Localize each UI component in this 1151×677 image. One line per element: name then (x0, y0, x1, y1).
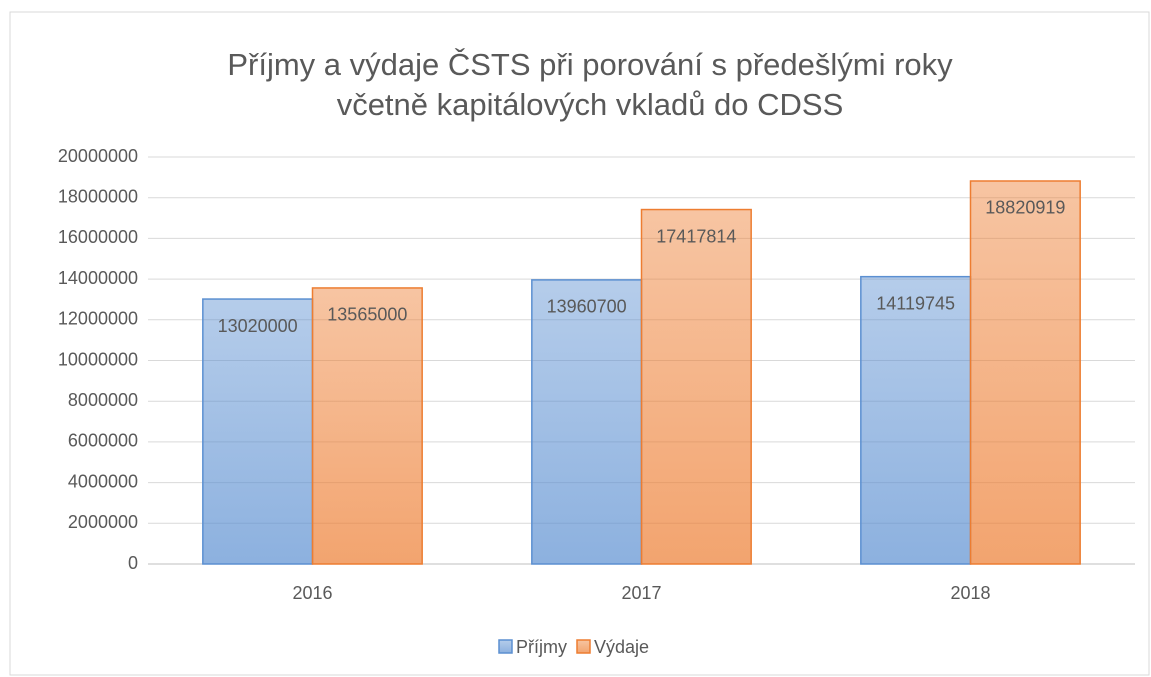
x-tick-label: 2017 (621, 583, 661, 603)
y-tick-label: 8000000 (68, 390, 138, 410)
bar (531, 279, 643, 565)
x-tick-label: 2018 (950, 583, 990, 603)
y-tick-label: 4000000 (68, 471, 138, 491)
y-tick-label: 2000000 (68, 512, 138, 532)
legend-swatch (576, 639, 591, 654)
y-tick-label: 16000000 (58, 227, 138, 247)
x-tick-label: 2016 (292, 583, 332, 603)
y-tick-label: 18000000 (58, 186, 138, 206)
y-tick-label: 20000000 (58, 146, 138, 166)
legend-label: Příjmy (516, 637, 567, 657)
bar (969, 180, 1081, 565)
y-tick-label: 6000000 (68, 431, 138, 451)
data-label: 17417814 (656, 226, 736, 246)
bar (860, 275, 972, 565)
y-tick-label: 10000000 (58, 349, 138, 369)
data-label: 18820919 (985, 198, 1065, 218)
chart-title: včetně kapitálových vkladů do CDSS (337, 87, 844, 122)
bar (202, 298, 314, 565)
legend-swatch (498, 639, 513, 654)
bar (311, 287, 423, 565)
y-tick-label: 0 (128, 553, 138, 573)
chart-title: Příjmy a výdaje ČSTS při porování s před… (227, 47, 953, 82)
y-tick-label: 14000000 (58, 268, 138, 288)
data-label: 13020000 (218, 316, 298, 336)
data-label: 13565000 (327, 305, 407, 325)
bar (640, 208, 752, 565)
y-tick-label: 12000000 (58, 309, 138, 329)
data-label: 13960700 (547, 297, 627, 317)
data-label: 14119745 (876, 293, 955, 313)
legend-label: Výdaje (594, 637, 649, 657)
